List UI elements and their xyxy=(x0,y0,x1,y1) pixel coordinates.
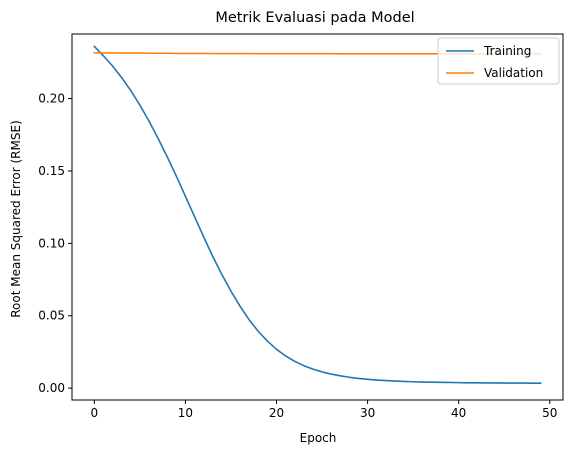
y-tick-label: 0.05 xyxy=(38,309,65,323)
chart-title: Metrik Evaluasi pada Model xyxy=(215,10,414,26)
x-tick-label: 50 xyxy=(542,406,557,420)
x-axis: 0 10 20 30 40 50 xyxy=(90,400,557,420)
y-tick-label: 0.10 xyxy=(38,236,65,250)
y-tick-label: 0.00 xyxy=(38,381,65,395)
y-axis-label: Root Mean Squared Error (RMSE) xyxy=(9,120,23,318)
y-tick-label: 0.15 xyxy=(38,164,65,178)
legend-label: Training xyxy=(483,44,531,58)
x-tick-label: 10 xyxy=(178,406,193,420)
series-line-training xyxy=(93,45,542,385)
plot-area: 0 10 20 30 40 50 0.00 0.05 0.10 0.15 0.20 xyxy=(38,33,564,420)
y-axis: 0.00 0.05 0.10 0.15 0.20 xyxy=(38,92,72,395)
x-tick-label: 0 xyxy=(90,406,98,420)
y-tick-label: 0.20 xyxy=(38,92,65,106)
x-tick-label: 30 xyxy=(360,406,375,420)
x-tick-label: 40 xyxy=(451,406,466,420)
axes-frame xyxy=(71,33,564,401)
x-tick-label: 20 xyxy=(269,406,284,420)
legend-label: Validation xyxy=(484,66,543,80)
legend: Training Validation xyxy=(437,37,560,85)
x-axis-label: Epoch xyxy=(300,431,337,445)
